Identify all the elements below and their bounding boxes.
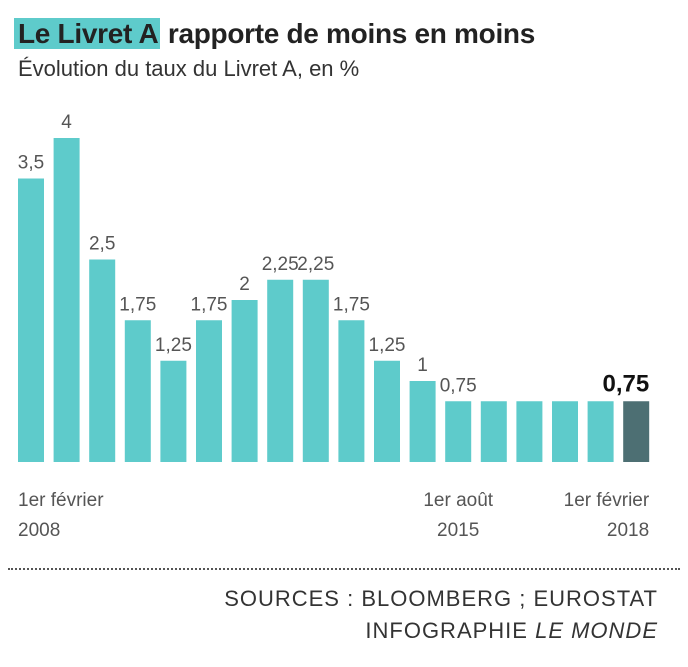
credit-brand: LE MONDE [535, 618, 658, 643]
bar-value-label: 0,75 [602, 370, 649, 397]
bar-value-label: 2,25 [262, 254, 299, 275]
bar [623, 401, 650, 462]
bar [338, 320, 365, 462]
bar [160, 360, 187, 462]
bar-value-label: 3,5 [18, 153, 44, 174]
bar [124, 320, 151, 462]
bar-value-label: 4 [61, 112, 72, 133]
bar [516, 401, 543, 462]
bar-value-label: 1,75 [119, 294, 156, 315]
credit-note: INFOGRAPHIE LE MONDE [365, 618, 658, 644]
bar [480, 401, 507, 462]
x-axis-label: 1er février [18, 490, 104, 511]
bar [552, 401, 578, 462]
title-rest: rapporte de moins en moins [160, 18, 536, 49]
chart-title: Le Livret A rapporte de moins en moins [14, 16, 535, 52]
x-axis-label: 2018 [607, 520, 649, 541]
chart-subtitle: Évolution du taux du Livret A, en % [18, 56, 360, 81]
bar [302, 279, 329, 462]
bar [445, 401, 472, 462]
bar-value-label: 2 [239, 274, 250, 295]
dotted-separator [8, 568, 680, 570]
bar [374, 360, 400, 462]
bar-value-label: 2,25 [297, 254, 334, 275]
bar-value-label: 1,25 [369, 335, 406, 356]
x-axis-label: 1er août [423, 490, 493, 511]
bar [231, 300, 258, 462]
bar [587, 401, 614, 462]
bar-value-label: 1 [417, 355, 428, 376]
bar [89, 259, 116, 462]
bar-value-label: 1,75 [333, 294, 370, 315]
bar [18, 178, 44, 462]
bar-value-label: 1,75 [191, 294, 228, 315]
x-axis-label: 2015 [437, 520, 479, 541]
bar [267, 279, 294, 462]
bar-chart: 3,5 4 2,5 1,75 1,25 1,75 2 2,252,25 1,75 1,25 1 0,7… [18, 112, 650, 541]
bar [196, 320, 222, 462]
x-axis-label: 1er février [564, 490, 650, 511]
bar-value-label: 1,25 [155, 335, 192, 356]
title-highlight: Le Livret A [14, 18, 161, 49]
bar-value-label: 0,75 [440, 375, 477, 396]
credit-prefix: INFOGRAPHIE [365, 618, 536, 643]
x-axis-label: 2008 [18, 520, 60, 541]
bar-value-label: 2,5 [89, 234, 115, 255]
bar [409, 381, 436, 462]
sources-note: SOURCES : BLOOMBERG ; EUROSTAT [224, 586, 658, 611]
bar [53, 138, 80, 462]
